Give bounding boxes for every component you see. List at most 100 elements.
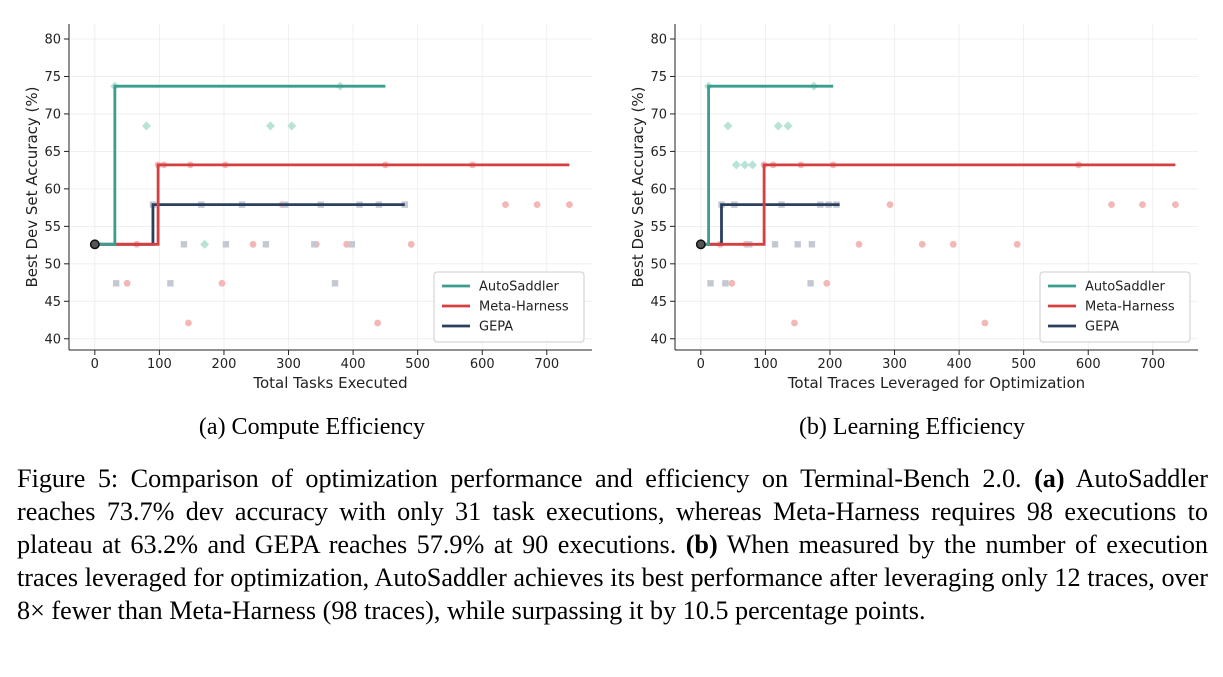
y-tick-label: 45: [44, 295, 61, 310]
y-tick-label: 40: [650, 332, 667, 347]
chart-panel-compute-efficiency: 0 100 200 300 400 500 600 700 40 45 50 55 60 65 70 75 80…: [0, 0, 611, 404]
y-tick-label: 50: [650, 257, 667, 272]
figure-caption-label: Figure 5: Comparison of optimization per…: [17, 464, 1022, 493]
data-point: [112, 280, 120, 287]
step-line-autosaddler: [94, 84, 386, 246]
data-point: [348, 241, 356, 248]
data-point: [200, 239, 210, 249]
data-point: [771, 241, 779, 248]
data-point: [167, 280, 174, 287]
x-tick-label: 500: [405, 357, 430, 372]
data-point: [1172, 201, 1179, 209]
y-tick-label: 55: [44, 220, 61, 235]
x-tick-label: 200: [212, 357, 237, 372]
legend-label: AutoSaddler: [1085, 280, 1166, 295]
data-point: [886, 201, 894, 209]
data-point: [374, 319, 382, 327]
data-point: [791, 319, 798, 327]
step-line-gepa: [94, 203, 405, 246]
subcaption-b: (b) Learning Efficiency: [798, 414, 1026, 440]
start-point: [89, 239, 100, 250]
legend-label: GEPA: [479, 320, 513, 335]
data-point: [185, 319, 192, 327]
legend-label: GEPA: [1085, 320, 1119, 335]
y-axis-label: Best Dev Set Accuracy (%): [629, 86, 647, 287]
chart-compute-efficiency: 0 100 200 300 400 500 600 700 40 45 50 55 60 65 70 75 80…: [23, 24, 592, 392]
x-tick-label: 400: [341, 357, 366, 372]
figure-caption-marker-a: (a): [1034, 464, 1065, 493]
x-tick-label: 300: [882, 357, 907, 372]
y-tick-label: 40: [44, 332, 61, 347]
grid: [69, 24, 592, 350]
data-point: [249, 240, 257, 248]
data-point: [262, 241, 270, 248]
y-tick-label: 60: [44, 182, 61, 197]
figure-caption: Figure 5: Comparison of optimization per…: [17, 462, 1208, 627]
data-point: [855, 240, 863, 248]
step-line-gepa: [700, 203, 840, 246]
data-point: [407, 240, 415, 248]
figure-caption-text-b: When measured by the number of execution…: [17, 530, 1209, 625]
data-point: [287, 121, 297, 131]
x-tick-label: 0: [91, 357, 99, 372]
x-tick-label: 0: [697, 357, 705, 372]
y-tick-label: 80: [44, 32, 61, 47]
data-point: [949, 240, 957, 248]
chart-panel-learning-efficiency: 0 100 200 300 400 500 600 700 40 45 50 55 60 65 70 75 80…: [606, 0, 1217, 404]
y-tick-label: 45: [650, 295, 667, 310]
scatter-meta-harness: [123, 161, 573, 327]
data-point: [823, 279, 831, 287]
x-tick-label: 200: [818, 357, 843, 372]
data-point: [808, 241, 816, 248]
y-tick-label: 70: [650, 107, 667, 122]
data-point: [783, 121, 793, 131]
x-axis-label: Total Traces Leveraged for Optimization: [787, 374, 1085, 392]
y-tick-label: 75: [650, 70, 667, 85]
legend-label: Meta-Harness: [1085, 300, 1175, 315]
y-tick-label: 65: [650, 145, 667, 160]
x-tick-label: 300: [276, 357, 301, 372]
data-point: [773, 121, 783, 131]
x-axis-label: Total Tasks Executed: [252, 374, 407, 392]
x-tick-label: 700: [1140, 357, 1165, 372]
legend-box: [433, 271, 585, 343]
data-point: [141, 121, 152, 131]
data-point: [794, 241, 801, 248]
y-tick-label: 50: [44, 257, 61, 272]
scatter-meta-harness: [716, 161, 1179, 327]
data-point: [222, 241, 230, 248]
chart-learning-efficiency: 0 100 200 300 400 500 600 700 40 45 50 55 60 65 70 75 80…: [629, 24, 1198, 392]
data-point: [728, 279, 736, 287]
data-point: [1139, 201, 1146, 209]
x-tick-label: 400: [947, 357, 972, 372]
data-point: [566, 201, 573, 209]
data-point: [123, 279, 131, 287]
data-point: [331, 280, 339, 287]
data-point: [918, 240, 926, 248]
y-axis-label: Best Dev Set Accuracy (%): [23, 86, 41, 287]
data-point: [807, 280, 814, 287]
legend: AutoSaddler Meta-Harness GEPA: [433, 271, 585, 343]
data-point: [343, 240, 351, 248]
y-tick-label: 60: [650, 182, 667, 197]
grid: [675, 24, 1198, 350]
y-tick-label: 80: [650, 32, 667, 47]
legend-label: AutoSaddler: [479, 280, 560, 295]
data-point: [723, 121, 733, 131]
x-tick-label: 600: [1076, 357, 1101, 372]
x-tick-label: 700: [534, 357, 559, 372]
x-tick-label: 600: [470, 357, 495, 372]
data-point: [1013, 240, 1021, 248]
step-line-meta-harness: [700, 163, 1176, 246]
data-point: [747, 160, 758, 170]
legend-label: Meta-Harness: [479, 300, 569, 315]
y-tick-label: 55: [650, 220, 667, 235]
data-point: [180, 241, 188, 248]
data-point: [502, 201, 509, 209]
y-tick-label: 75: [44, 70, 61, 85]
data-point: [218, 279, 226, 287]
data-point: [740, 160, 750, 170]
legend: AutoSaddler Meta-Harness GEPA: [1039, 271, 1191, 343]
step-line-meta-harness: [94, 163, 570, 246]
data-point: [533, 201, 541, 209]
